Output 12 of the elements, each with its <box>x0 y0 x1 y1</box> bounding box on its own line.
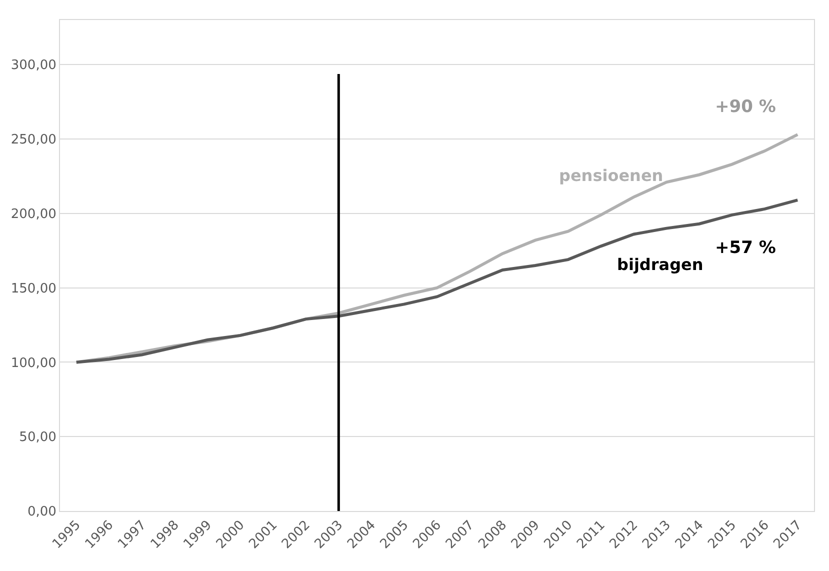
y-tick-label: 50,00 <box>19 430 56 446</box>
line-series <box>74 198 800 364</box>
y-tick-label: 0,00 <box>27 504 56 520</box>
series-label: bijdragen <box>617 255 704 274</box>
y-tick-label: 200,00 <box>10 206 56 222</box>
y-tick-label: 150,00 <box>10 281 56 296</box>
y-tick-label: 100,00 <box>10 356 56 371</box>
y-tick-label: 250,00 <box>10 132 56 148</box>
annotation: +57 % <box>715 238 776 258</box>
annotation: +90 % <box>715 97 776 117</box>
series-label: pensioenen <box>559 166 664 185</box>
y-tick-label: 300,00 <box>10 58 56 74</box>
